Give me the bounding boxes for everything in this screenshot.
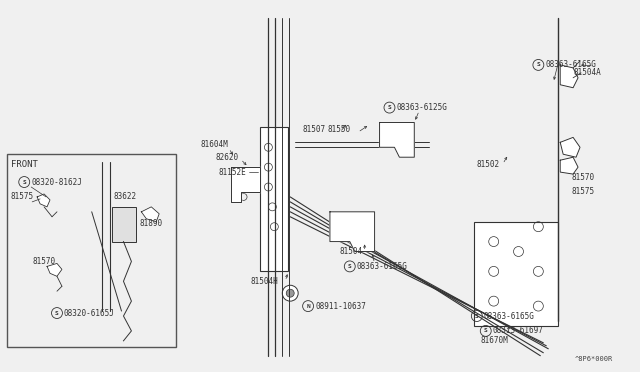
Text: 81575: 81575 [10,192,33,201]
Text: S: S [484,328,488,333]
Text: S: S [475,314,479,318]
Polygon shape [380,122,414,157]
Text: 08313-61697: 08313-61697 [493,326,543,336]
Text: S: S [22,180,26,185]
Text: ^8P6*000R: ^8P6*000R [575,356,612,362]
Text: 81890: 81890 [140,219,163,228]
Polygon shape [560,65,578,88]
Polygon shape [560,157,578,174]
Text: 81502: 81502 [477,160,500,169]
Text: 08363-6165G: 08363-6165G [356,262,408,271]
Text: S: S [388,105,391,110]
Text: 08363-6165G: 08363-6165G [545,60,596,70]
Text: 08363-6165G: 08363-6165G [484,311,534,321]
Bar [7,154,176,347]
Text: 08911-10637: 08911-10637 [315,302,366,311]
Text: S: S [536,62,540,67]
Text: 81570: 81570 [32,257,55,266]
Text: 81570: 81570 [571,173,594,182]
Text: S: S [348,264,351,269]
Polygon shape [560,137,580,157]
Text: 81152E: 81152E [219,168,246,177]
Text: 81575: 81575 [571,187,594,196]
Polygon shape [230,167,260,202]
Text: 81504: 81504 [340,247,363,256]
Polygon shape [47,263,62,276]
Bar [474,222,558,326]
Polygon shape [141,207,159,222]
Polygon shape [330,212,374,251]
Bar [260,128,288,271]
Text: 08320-8162J: 08320-8162J [31,177,82,186]
Text: FRONT: FRONT [12,160,38,169]
Text: 81507: 81507 [302,125,325,134]
Text: S: S [55,311,59,315]
Text: N: N [306,304,310,309]
Polygon shape [37,194,50,207]
Bar [111,207,136,241]
Text: 81504H: 81504H [250,277,278,286]
Text: 81550: 81550 [328,125,351,134]
Circle shape [286,289,294,297]
Text: 82620: 82620 [216,153,239,162]
Text: 81504A: 81504A [573,68,601,77]
Text: 83622: 83622 [113,192,137,201]
Text: 81670M: 81670M [481,336,509,345]
Circle shape [282,285,298,301]
Text: 08363-6125G: 08363-6125G [396,103,447,112]
Text: 08320-6165J: 08320-6165J [64,308,115,318]
Text: 81604M: 81604M [201,140,228,149]
